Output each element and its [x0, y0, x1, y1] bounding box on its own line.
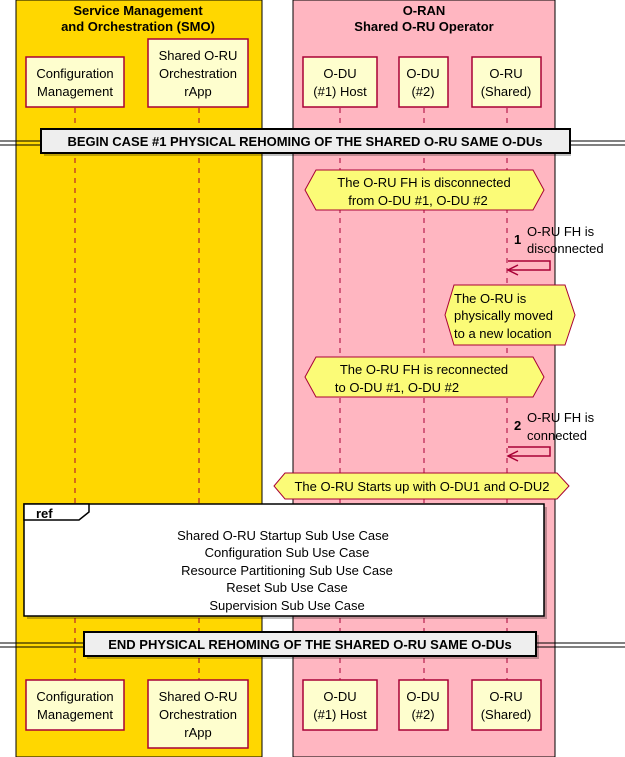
- svg-text:physically moved: physically moved: [454, 308, 553, 323]
- svg-text:(#1) Host: (#1) Host: [313, 707, 367, 722]
- svg-text:Management: Management: [37, 707, 113, 722]
- message-1-fh-disconnected: 1 O-RU FH is disconnected: [506, 224, 604, 276]
- oran-group-title-line1: O-RAN: [403, 3, 446, 18]
- end-divider: END PHYSICAL REHOMING OF THE SHARED O-RU…: [0, 631, 625, 659]
- svg-text:O-DU: O-DU: [406, 66, 439, 81]
- svg-text:The O-RU FH is reconnected: The O-RU FH is reconnected: [340, 362, 508, 377]
- begin-divider: BEGIN CASE #1 PHYSICAL REHOMING OF THE S…: [0, 128, 625, 156]
- participant-oru-top[interactable]: O-RU (Shared): [471, 56, 542, 108]
- svg-text:Orchestration: Orchestration: [159, 66, 237, 81]
- svg-text:(#2): (#2): [411, 84, 434, 99]
- participant-odu2-top[interactable]: O-DU (#2): [398, 56, 449, 108]
- participant-rapp-top[interactable]: Shared O-RU Orchestration rApp: [147, 38, 249, 108]
- participant-oru-bottom[interactable]: O-RU (Shared): [471, 679, 542, 731]
- svg-text:Shared O-RU: Shared O-RU: [159, 689, 238, 704]
- svg-text:The O-RU Starts up with O-DU1: The O-RU Starts up with O-DU1 and O-DU2: [294, 479, 549, 494]
- ref-line-3: Resource Partitioning Sub Use Case: [181, 563, 393, 578]
- message-1-label-line2: disconnected: [527, 241, 604, 256]
- ref-label: ref: [36, 506, 53, 521]
- ref-line-2: Configuration Sub Use Case: [205, 545, 370, 560]
- svg-text:Configuration: Configuration: [36, 66, 113, 81]
- svg-text:O-RU: O-RU: [489, 689, 522, 704]
- svg-text:The O-RU FH is disconnected: The O-RU FH is disconnected: [337, 175, 510, 190]
- svg-text:Shared O-RU: Shared O-RU: [159, 48, 238, 63]
- svg-text:rApp: rApp: [184, 725, 211, 740]
- svg-text:Configuration: Configuration: [36, 689, 113, 704]
- note-moved: The O-RU is physically moved to a new lo…: [444, 284, 576, 346]
- note-reconnected: The O-RU FH is reconnected to O-DU #1, O…: [304, 356, 545, 398]
- smo-group-title-line1: Service Management: [73, 3, 203, 18]
- svg-text:to a new location: to a new location: [454, 326, 552, 341]
- svg-text:Orchestration: Orchestration: [159, 707, 237, 722]
- ref-box: ref Shared O-RU Startup Sub Use Case Con…: [23, 503, 547, 619]
- participant-rapp-bottom[interactable]: Shared O-RU Orchestration rApp: [147, 679, 249, 749]
- ref-line-4: Reset Sub Use Case: [226, 580, 347, 595]
- ref-line-1: Shared O-RU Startup Sub Use Case: [177, 528, 389, 543]
- svg-text:(#1) Host: (#1) Host: [313, 84, 367, 99]
- message-2-label-line1: O-RU FH is: [527, 410, 595, 425]
- svg-text:O-DU: O-DU: [323, 689, 356, 704]
- participant-config-mgmt-bottom[interactable]: Configuration Management: [25, 679, 125, 731]
- svg-text:Management: Management: [37, 84, 113, 99]
- begin-divider-label: BEGIN CASE #1 PHYSICAL REHOMING OF THE S…: [67, 134, 542, 149]
- smo-group-title-line2: and Orchestration (SMO): [61, 19, 215, 34]
- svg-text:O-RU: O-RU: [489, 66, 522, 81]
- participant-odu1-top[interactable]: O-DU (#1) Host: [302, 56, 378, 108]
- svg-text:O-DU: O-DU: [323, 66, 356, 81]
- participant-config-mgmt-top[interactable]: Configuration Management: [25, 56, 125, 108]
- participant-odu1-bottom[interactable]: O-DU (#1) Host: [302, 679, 378, 731]
- message-1-label-line1: O-RU FH is: [527, 224, 595, 239]
- note-disconnected: The O-RU FH is disconnected from O-DU #1…: [304, 169, 545, 211]
- svg-text:The O-RU is: The O-RU is: [454, 291, 527, 306]
- ref-line-5: Supervision Sub Use Case: [209, 598, 364, 613]
- svg-text:rApp: rApp: [184, 84, 211, 99]
- end-divider-label: END PHYSICAL REHOMING OF THE SHARED O-RU…: [108, 637, 512, 652]
- smo-group-box: [15, 0, 263, 757]
- svg-text:(Shared): (Shared): [481, 84, 532, 99]
- svg-text:(#2): (#2): [411, 707, 434, 722]
- svg-text:(Shared): (Shared): [481, 707, 532, 722]
- message-2-label-line2: connected: [527, 428, 587, 443]
- oran-group-title-line2: Shared O-RU Operator: [354, 19, 493, 34]
- note-startup: The O-RU Starts up with O-DU1 and O-DU2: [273, 472, 570, 500]
- message-2-fh-connected: 2 O-RU FH is connected: [506, 410, 595, 462]
- message-2-number: 2: [514, 418, 521, 433]
- message-1-number: 1: [514, 232, 521, 247]
- svg-text:from O-DU #1, O-DU #2: from O-DU #1, O-DU #2: [348, 193, 487, 208]
- participant-odu2-bottom[interactable]: O-DU (#2): [398, 679, 449, 731]
- svg-text:to O-DU #1, O-DU #2: to O-DU #1, O-DU #2: [335, 380, 459, 395]
- svg-text:O-DU: O-DU: [406, 689, 439, 704]
